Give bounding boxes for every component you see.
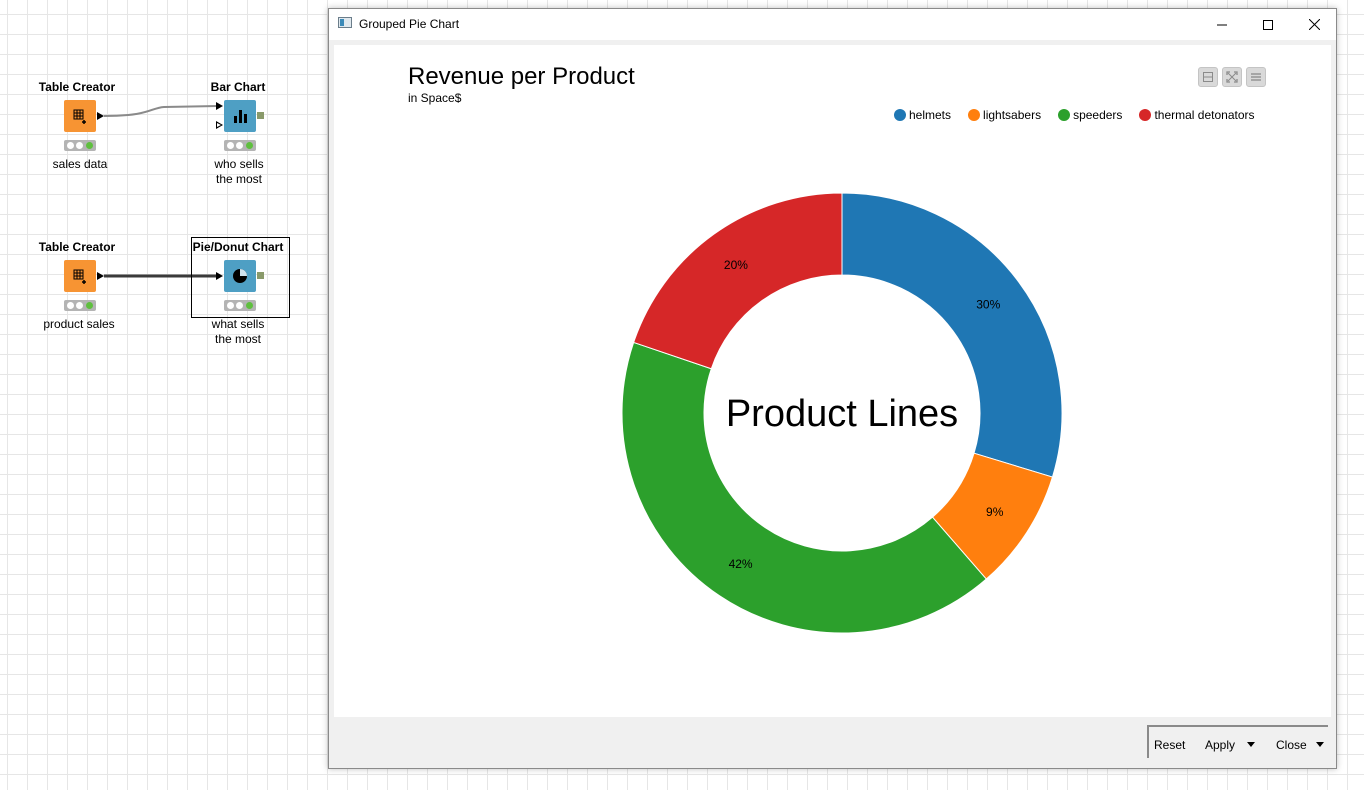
node-status-indicator bbox=[224, 300, 256, 311]
window-titlebar[interactable]: Grouped Pie Chart bbox=[329, 9, 1336, 40]
donut-center-label: Product Lines bbox=[726, 393, 958, 435]
donut-slice-speeders[interactable] bbox=[621, 341, 988, 634]
chart-subtitle: in Space$ bbox=[408, 91, 462, 105]
slice-label-speeders: 42% bbox=[729, 557, 753, 571]
apply-dropdown-icon[interactable] bbox=[1247, 742, 1255, 747]
minimize-icon[interactable] bbox=[1199, 9, 1245, 40]
close-icon[interactable] bbox=[1291, 9, 1337, 40]
input-port-optional[interactable] bbox=[216, 121, 223, 129]
input-port[interactable] bbox=[216, 102, 223, 110]
node-title: Table Creator bbox=[38, 240, 116, 254]
pie-chart-icon[interactable] bbox=[224, 260, 256, 292]
close-button[interactable]: Close bbox=[1276, 738, 1307, 752]
input-port[interactable] bbox=[216, 272, 223, 280]
legend-item-speeders[interactable]: speeders bbox=[1058, 108, 1122, 122]
legend-swatch bbox=[968, 109, 981, 121]
node-status-indicator bbox=[224, 140, 256, 151]
slice-label-lightsabers: 9% bbox=[986, 505, 1004, 519]
donut-slice-thermal-detonators[interactable] bbox=[632, 192, 843, 370]
table-creator-icon[interactable] bbox=[64, 260, 96, 292]
chart-title: Revenue per Product bbox=[408, 63, 635, 90]
close-dropdown-icon[interactable] bbox=[1316, 742, 1324, 747]
apply-button[interactable]: Apply bbox=[1205, 738, 1236, 752]
node-label[interactable]: sales data bbox=[52, 157, 108, 171]
node-title: Table Creator bbox=[38, 80, 116, 94]
selection-icon[interactable] bbox=[1198, 67, 1218, 87]
window-title: Grouped Pie Chart bbox=[359, 17, 460, 31]
donut-chart: 30% 9% 42% 20% Product Lines bbox=[621, 192, 1063, 634]
legend-swatch bbox=[1058, 109, 1071, 121]
view-port[interactable] bbox=[257, 112, 264, 119]
footer-button-group: Reset Apply Close bbox=[1147, 725, 1328, 758]
workflow-connections bbox=[103, 105, 219, 278]
chart-legend: helmets lightsabers speeders thermal det… bbox=[894, 108, 1272, 122]
legend-swatch bbox=[894, 109, 906, 121]
donut-slice-helmets[interactable] bbox=[841, 192, 1063, 478]
legend-item-helmets[interactable]: helmets bbox=[894, 108, 951, 122]
chart-view: Revenue per Product in Space$ helmets li… bbox=[334, 45, 1331, 717]
node-status-indicator bbox=[64, 140, 96, 151]
legend-label: thermal detonators bbox=[1154, 108, 1255, 122]
fullscreen-icon[interactable] bbox=[1222, 67, 1242, 87]
table-creator-icon[interactable] bbox=[64, 100, 96, 132]
legend-label: lightsabers bbox=[983, 108, 1042, 122]
app-icon bbox=[338, 17, 352, 28]
maximize-icon[interactable] bbox=[1245, 9, 1291, 40]
slice-label-helmets: 30% bbox=[976, 298, 1000, 312]
legend-swatch bbox=[1139, 109, 1152, 121]
dialog-footer: Reset Apply Close bbox=[334, 717, 1331, 767]
node-selection-box bbox=[191, 237, 290, 318]
node-title: Bar Chart bbox=[210, 80, 266, 94]
node-label[interactable]: what sells the most bbox=[211, 317, 265, 346]
legend-item-thermal-detonators[interactable]: thermal detonators bbox=[1139, 108, 1255, 122]
connection-sales-to-bar bbox=[103, 105, 219, 117]
legend-label: speeders bbox=[1073, 108, 1123, 122]
legend-item-lightsabers[interactable]: lightsabers bbox=[968, 108, 1041, 122]
output-port[interactable] bbox=[97, 112, 104, 120]
legend-label: helmets bbox=[909, 108, 952, 122]
node-status-indicator bbox=[64, 300, 96, 311]
slice-label-thermal-detonators: 20% bbox=[724, 258, 748, 272]
view-port[interactable] bbox=[257, 272, 264, 279]
menu-icon[interactable] bbox=[1246, 67, 1266, 87]
reset-button[interactable]: Reset bbox=[1154, 738, 1186, 752]
grouped-pie-chart-window: Grouped Pie Chart Revenue per Product in… bbox=[328, 8, 1337, 769]
node-label[interactable]: product sales bbox=[43, 317, 115, 331]
node-title: Pie/Donut Chart bbox=[192, 240, 284, 254]
node-label[interactable]: who sells the most bbox=[214, 157, 264, 186]
bar-chart-icon[interactable] bbox=[224, 100, 256, 132]
output-port[interactable] bbox=[97, 272, 104, 280]
